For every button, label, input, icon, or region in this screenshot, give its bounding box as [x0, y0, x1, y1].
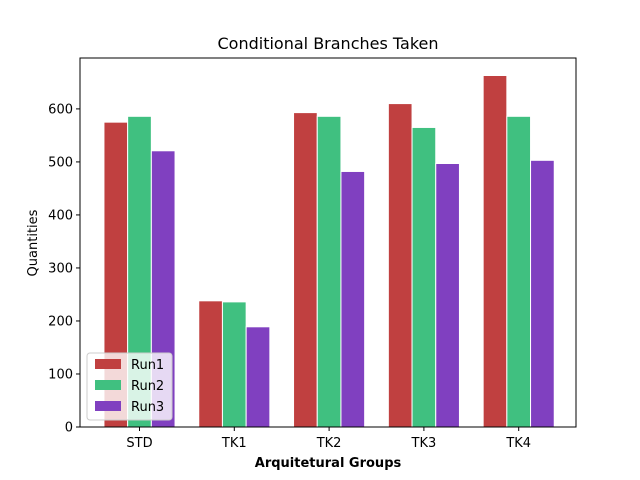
- bar-run2-tk3: [411, 126, 437, 428]
- x-tick-label: TK3: [411, 436, 437, 451]
- bar-run2-tk2: [316, 115, 342, 428]
- y-axis-label: Quantities: [26, 209, 41, 276]
- bar-run3-tk4: [530, 159, 555, 428]
- legend-swatch-run1: [95, 359, 121, 369]
- x-tick-label: STD: [126, 436, 152, 451]
- bar-run2-tk4: [506, 115, 532, 428]
- x-axis-label: Arquitetural Groups: [255, 456, 402, 471]
- bar-run3-tk3: [435, 163, 460, 428]
- y-tick-label: 400: [48, 208, 73, 223]
- bar-run3-tk2: [340, 170, 366, 428]
- legend-label-run3: Run3: [131, 400, 164, 415]
- legend-label-run2: Run2: [131, 379, 164, 394]
- bars-group: [103, 75, 555, 428]
- bar-run3-tk1: [245, 326, 271, 428]
- y-tick-label: 100: [48, 367, 73, 382]
- bar-run2-tk1: [221, 301, 247, 428]
- legend-swatch-run3: [95, 401, 121, 411]
- legend: Run1 Run2 Run3: [86, 352, 173, 421]
- x-axis-ticks: STD TK1 TK2 TK3 TK4: [126, 427, 531, 451]
- y-tick-label: 500: [48, 155, 73, 170]
- bar-run1-tk1: [198, 300, 223, 428]
- chart-title: Conditional Branches Taken: [218, 34, 439, 53]
- y-axis-ticks: 0 100 200 300 400 500 600: [48, 102, 80, 436]
- x-tick-label: TK2: [316, 436, 342, 451]
- y-tick-label: 300: [48, 261, 73, 276]
- y-tick-label: 600: [48, 102, 73, 117]
- bar-run1-tk4: [482, 75, 508, 428]
- bar-run1-tk2: [293, 112, 318, 428]
- legend-label-run1: Run1: [131, 358, 164, 373]
- bar-run1-tk3: [387, 103, 413, 428]
- y-tick-label: 200: [48, 314, 73, 329]
- axes-frame: [79, 57, 577, 428]
- y-tick-label: 0: [65, 421, 73, 436]
- x-tick-label: TK4: [505, 436, 531, 451]
- x-tick-label: TK1: [221, 436, 247, 451]
- legend-swatch-run2: [95, 380, 121, 390]
